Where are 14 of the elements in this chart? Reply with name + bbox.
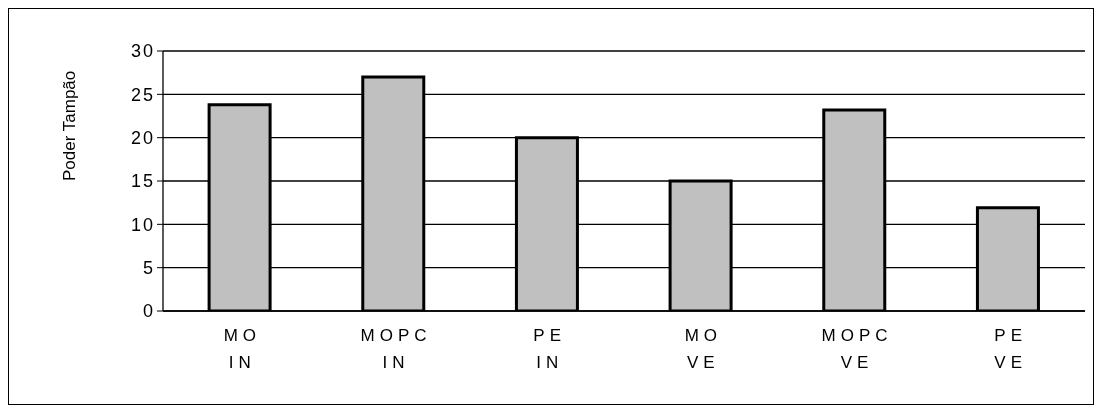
x-tick-label: MO IN [223,326,262,372]
y-tick-label: 25 [130,84,155,105]
y-tick-label: 5 [142,258,155,279]
y-tick-label: 15 [130,171,155,192]
x-tick-label: MO VE [684,326,723,372]
x-tick-label: PE VE [994,326,1028,372]
y-tick-label: 0 [142,301,155,322]
y-tick-label: 20 [130,128,155,149]
x-tick-label: MOPC VE [821,326,893,372]
x-tick-label: PE IN [533,326,567,372]
x-tick-label: MOPC IN [360,326,432,372]
y-tick-label: 30 [130,41,155,62]
y-tick-label: 10 [130,214,155,235]
y-axis-title: Poder Tampão [60,70,80,181]
